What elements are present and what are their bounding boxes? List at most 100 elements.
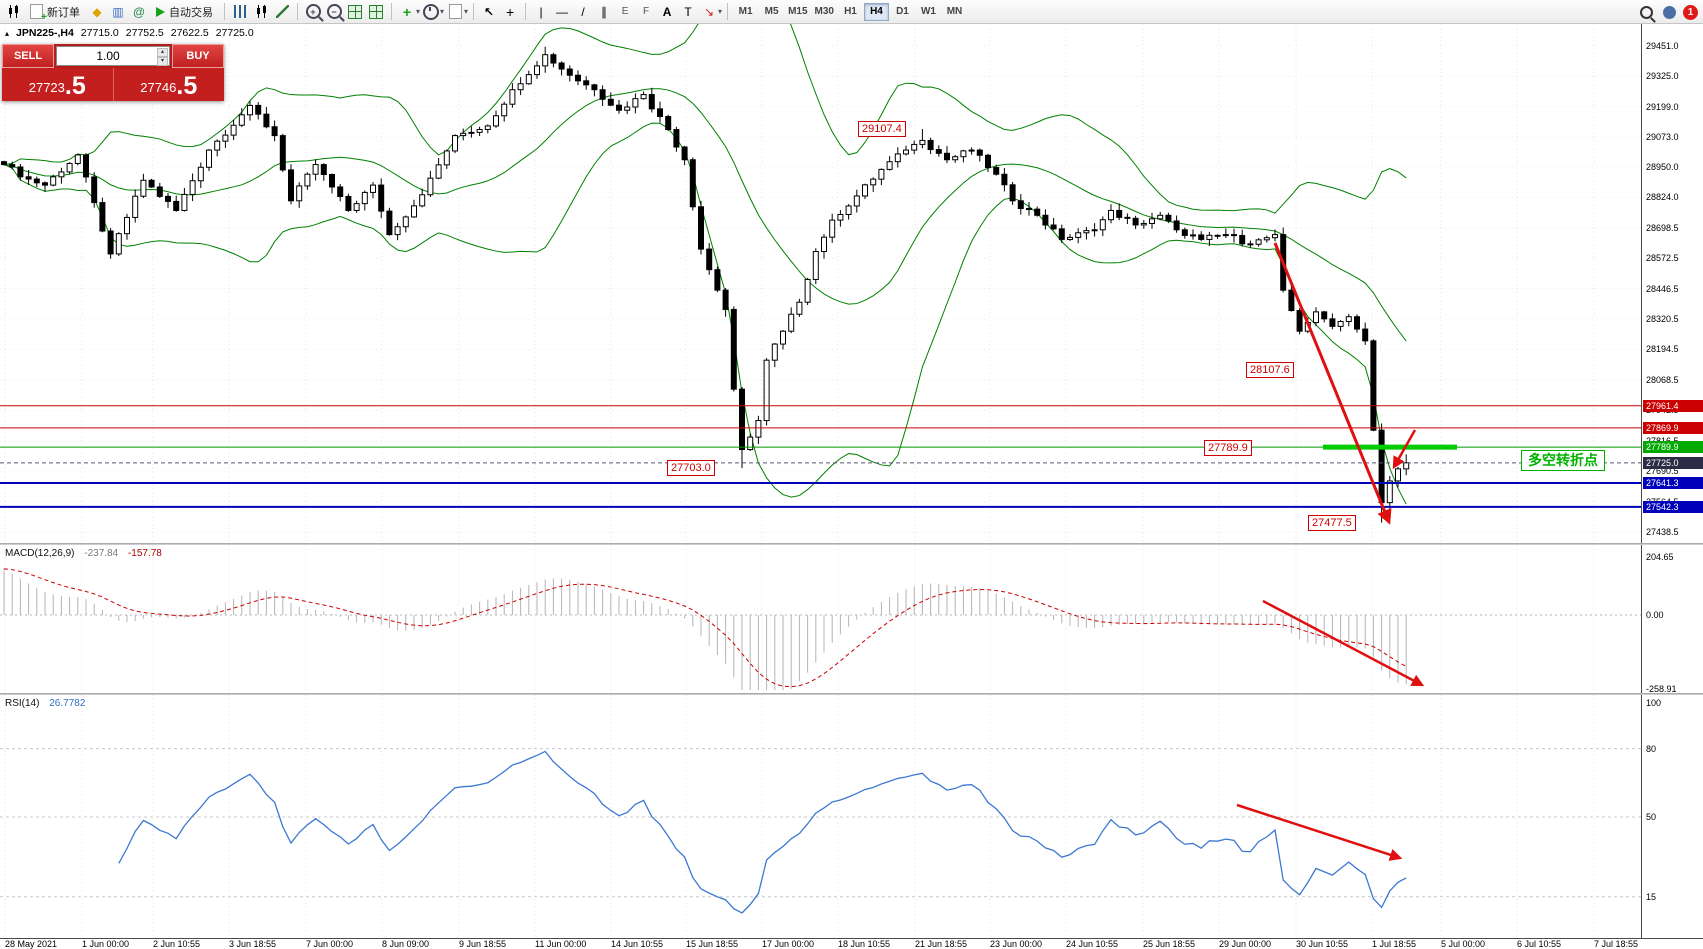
fibonacci-tool-icon[interactable]: F [642,6,650,17]
turning-point-annotation[interactable]: 多空转折点 [1521,450,1605,471]
price-flag[interactable]: 29107.4 [858,121,906,137]
candlestick-chart-type-icon[interactable] [251,2,271,22]
add-indicator-icon[interactable]: + [402,3,412,20]
axis-tick: 100 [1646,698,1662,708]
price-axis[interactable]: 29451.0 29325.0 29199.0 29073.0 28950.0 28824… [1641,24,1703,948]
volume-box: ▴ ▾ [56,46,170,66]
price-axis-tag: 27869.9 [1643,421,1703,434]
equidistant-channel-tool-icon[interactable]: E [621,6,629,17]
toolbar-separator [525,3,527,20]
auto-trading-button[interactable]: 自动交易 [150,2,219,22]
horizontal-line-tool-icon[interactable]: — [556,4,569,19]
toolbar-separator [224,3,225,20]
cascade-windows-icon[interactable] [366,2,386,22]
rsi-title: RSI(14) [5,698,40,709]
line-chart-type-icon[interactable] [272,2,292,22]
toolbar-circle-icon[interactable] [1663,5,1676,19]
trendline-tool-icon[interactable]: / [581,4,585,19]
indicator-dropdown-caret[interactable]: ▾ [416,7,421,16]
sell-price[interactable]: 27723 .5 [2,68,113,101]
volume-up-icon[interactable]: ▴ [157,48,168,57]
text-label-tool-icon[interactable]: T [684,4,692,19]
macd-panel-canvas[interactable] [0,545,1641,693]
price-flag[interactable]: 27477.5 [1308,515,1356,531]
buy-button[interactable]: BUY [172,44,224,68]
community-icon[interactable]: @ [133,4,145,19]
axis-tick: -258.91 [1646,683,1677,694]
time-axis-label: 9 Jun 18:55 [459,939,507,949]
axis-tick: 28068.5 [1646,374,1679,385]
play-icon [156,6,165,17]
volume-spinner: ▴ ▾ [157,48,168,66]
rsi-panel-canvas[interactable] [0,695,1641,938]
axis-tick: 204.65 [1646,551,1674,562]
new-order-label: 新订单 [47,6,80,19]
chart-window-icon[interactable]: ▥ [112,4,124,19]
toolbar-separator [473,3,475,20]
buy-price[interactable]: 27746 .5 [112,68,225,101]
axis-tick: 27690.5 [1646,466,1679,477]
axis-tick: 28824.0 [1646,192,1679,203]
arrow-shapes-tool-icon[interactable]: ↘ [704,4,715,19]
time-axis-label: 30 Jun 10:55 [1296,939,1349,949]
buy-price-pips: .5 [176,72,198,100]
time-axis-label: 14 Jun 10:55 [611,939,664,949]
volume-down-icon[interactable]: ▾ [157,57,168,66]
new-order-button[interactable]: 新订单 [24,2,86,23]
volume-input[interactable] [57,48,169,64]
bar-chart-type-icon[interactable] [230,2,250,22]
axis-tick: 29199.0 [1646,101,1679,112]
timeframe-d1[interactable]: D1 [890,3,915,21]
symbol-title: JPN225-,H4 [16,27,74,39]
time-axis[interactable]: 28 May 2021 1 Jun 00:00 2 Jun 10:55 3 Jun 1… [0,938,1703,949]
price-flag[interactable]: 27703.0 [667,460,715,476]
templates-icon[interactable] [445,2,465,22]
time-axis-label: 25 Jun 18:55 [1143,939,1196,949]
price-axis-tag: 27641.3 [1643,477,1703,490]
time-axis-label: 24 Jun 10:55 [1066,939,1119,949]
axis-tick: 0.00 [1646,610,1664,620]
sell-button[interactable]: SELL [2,44,54,68]
axis-tick: 28572.5 [1646,253,1679,264]
panel-separator[interactable] [0,693,1703,695]
axis-tick: 27816.5 [1646,436,1679,446]
ohlc-low: 27622.5 [170,27,209,39]
timeframe-m1[interactable]: M1 [733,3,758,21]
price-flag[interactable]: 27789.9 [1204,440,1252,456]
timeframe-m30[interactable]: M30 [812,3,837,21]
collapse-panel-icon[interactable]: ▴ [5,28,10,38]
shapes-dropdown-caret[interactable]: ▾ [718,7,723,16]
panel-separator[interactable] [0,543,1703,545]
trade-panel-controls: SELL ▴ ▾ BUY [2,44,224,68]
vertical-line-tool-icon[interactable]: | [539,4,543,19]
axis-tick: 50 [1646,812,1657,822]
text-tool-icon[interactable]: A [662,4,672,19]
zoom-out-icon[interactable]: − [324,2,344,22]
ohlc-open: 27715.0 [80,27,119,39]
metaeditor-icon[interactable]: ◆ [92,4,102,19]
templates-dropdown-caret[interactable]: ▾ [464,7,469,16]
time-axis-label: 11 Jun 00:00 [535,939,587,949]
new-chart-icon[interactable] [3,2,23,22]
notification-badge[interactable]: 1 [1683,4,1698,20]
channel-tool-icon[interactable]: ∥ [601,4,608,19]
crosshair-icon[interactable]: + [505,3,515,20]
periods-clock-icon[interactable] [421,2,441,22]
cursor-icon[interactable]: ↖ [484,4,495,19]
main-chart-canvas[interactable] [0,24,1641,543]
timeframe-mn[interactable]: MN [942,3,967,21]
zoom-in-icon[interactable]: + [303,2,323,22]
auto-trading-label: 自动交易 [169,6,213,19]
tile-windows-icon[interactable] [345,2,365,22]
timeframe-h4[interactable]: H4 [863,2,889,21]
timeframe-w1[interactable]: W1 [916,3,941,21]
search-icon[interactable] [1636,2,1656,22]
periods-dropdown-caret[interactable]: ▾ [440,7,445,16]
timeframe-m15[interactable]: M15 [785,3,810,21]
toolbar-separator [297,3,298,20]
trade-panel-prices: 27723 .5 27746 .5 [2,68,224,101]
timeframe-m5[interactable]: M5 [759,3,784,21]
price-flag[interactable]: 28107.6 [1246,362,1294,378]
axis-tick: 28446.5 [1646,283,1679,294]
timeframe-h1[interactable]: H1 [838,3,863,21]
